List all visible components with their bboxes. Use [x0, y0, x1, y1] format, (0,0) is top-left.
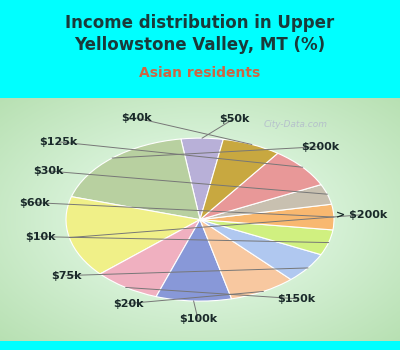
- Wedge shape: [200, 220, 321, 280]
- Text: $40k: $40k: [121, 113, 151, 123]
- Wedge shape: [156, 220, 232, 301]
- Wedge shape: [100, 220, 200, 297]
- Text: $30k: $30k: [33, 166, 63, 176]
- Wedge shape: [72, 139, 200, 220]
- Text: > $200k: > $200k: [336, 210, 388, 220]
- Text: Asian residents: Asian residents: [139, 66, 261, 80]
- Text: Income distribution in Upper
Yellowstone Valley, MT (%): Income distribution in Upper Yellowstone…: [65, 14, 335, 54]
- Text: $200k: $200k: [301, 142, 339, 152]
- Wedge shape: [200, 220, 291, 299]
- Wedge shape: [66, 197, 200, 274]
- Text: $50k: $50k: [219, 114, 249, 124]
- Wedge shape: [200, 184, 332, 220]
- Wedge shape: [181, 138, 223, 220]
- Wedge shape: [200, 220, 333, 255]
- Wedge shape: [200, 153, 321, 220]
- Wedge shape: [200, 139, 278, 220]
- Text: $150k: $150k: [277, 294, 315, 304]
- Text: City-Data.com: City-Data.com: [264, 120, 328, 129]
- Text: $100k: $100k: [179, 314, 217, 324]
- Text: $75k: $75k: [51, 271, 81, 281]
- Wedge shape: [200, 204, 334, 230]
- Text: $60k: $60k: [19, 198, 49, 208]
- Text: $125k: $125k: [39, 137, 77, 147]
- Text: $20k: $20k: [113, 299, 143, 309]
- Text: $10k: $10k: [25, 232, 55, 242]
